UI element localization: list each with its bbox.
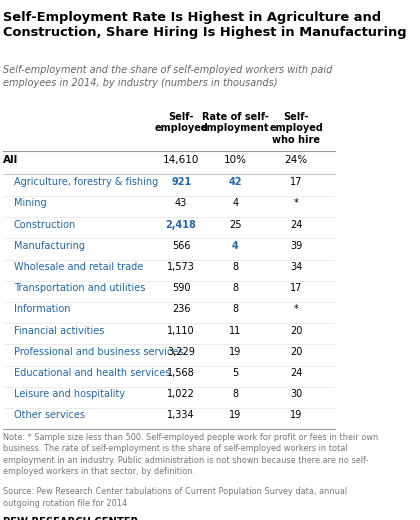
Text: 2,418: 2,418 [166,219,197,229]
Text: Source: Pew Research Center tabulations of Current Population Survey data, annua: Source: Pew Research Center tabulations … [3,487,347,508]
Text: 11: 11 [229,326,242,335]
Text: 921: 921 [171,177,191,187]
Text: 25: 25 [229,219,241,229]
Text: 10%: 10% [224,155,247,165]
Text: Manufacturing: Manufacturing [13,241,84,251]
Text: 39: 39 [290,241,302,251]
Text: Self-employment and the share of self-employed workers with paid
employees in 20: Self-employment and the share of self-em… [3,66,333,88]
Text: PEW RESEARCH CENTER: PEW RESEARCH CENTER [3,517,139,520]
Text: 20: 20 [290,326,302,335]
Text: 24: 24 [290,219,302,229]
Text: 34: 34 [290,262,302,272]
Text: All: All [3,155,18,165]
Text: 24: 24 [290,368,302,378]
Text: 8: 8 [232,262,239,272]
Text: 20: 20 [290,347,302,357]
Text: 4: 4 [232,198,239,209]
Text: 236: 236 [172,304,190,315]
Text: 1,568: 1,568 [167,368,195,378]
Text: Other services: Other services [13,410,84,421]
Text: 8: 8 [232,283,239,293]
Text: Mining: Mining [13,198,46,209]
Text: Note: * Sample size less than 500. Self-employed people work for profit or fees : Note: * Sample size less than 500. Self-… [3,433,379,476]
Text: 14,610: 14,610 [163,155,200,165]
Text: 19: 19 [290,410,302,421]
Text: Rate of self-
employment: Rate of self- employment [201,112,270,133]
Text: Self-
employed: Self- employed [154,112,208,133]
Text: Financial activities: Financial activities [13,326,104,335]
Text: *: * [294,304,299,315]
Text: 8: 8 [232,389,239,399]
Text: 17: 17 [290,177,302,187]
Text: 43: 43 [175,198,187,209]
Text: 19: 19 [229,347,242,357]
Text: 24%: 24% [285,155,308,165]
Text: Self-
employed
who hire: Self- employed who hire [269,112,323,145]
Text: *: * [294,198,299,209]
Text: 1,573: 1,573 [167,262,195,272]
Text: Professional and business services: Professional and business services [13,347,183,357]
Text: 590: 590 [172,283,190,293]
Text: 19: 19 [229,410,242,421]
Text: 30: 30 [290,389,302,399]
Text: 8: 8 [232,304,239,315]
Text: 1,334: 1,334 [167,410,195,421]
Text: Transportation and utilities: Transportation and utilities [13,283,145,293]
Text: 4: 4 [232,241,239,251]
Text: 17: 17 [290,283,302,293]
Text: Information: Information [13,304,70,315]
Text: Agriculture, forestry & fishing: Agriculture, forestry & fishing [13,177,158,187]
Text: 3,229: 3,229 [167,347,195,357]
Text: 1,022: 1,022 [167,389,195,399]
Text: Wholesale and retail trade: Wholesale and retail trade [13,262,143,272]
Text: Leisure and hospitality: Leisure and hospitality [13,389,125,399]
Text: Self-Employment Rate Is Highest in Agriculture and
Construction, Share Hiring Is: Self-Employment Rate Is Highest in Agric… [3,10,407,39]
Text: Educational and health services: Educational and health services [13,368,170,378]
Text: 566: 566 [172,241,190,251]
Text: 5: 5 [232,368,239,378]
Text: Construction: Construction [13,219,76,229]
Text: 1,110: 1,110 [167,326,195,335]
Text: 42: 42 [228,177,242,187]
